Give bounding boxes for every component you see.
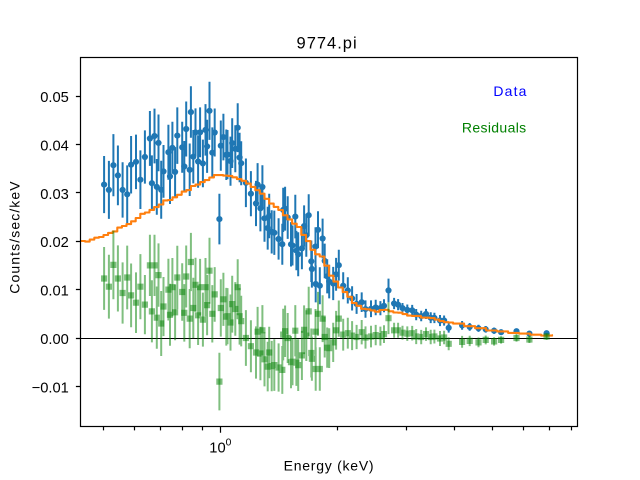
svg-text:Counts/sec/keV: Counts/sec/keV (7, 180, 23, 293)
svg-text:9774.pi: 9774.pi (297, 35, 358, 53)
svg-text:0.05: 0.05 (40, 90, 69, 106)
svg-text:0.01: 0.01 (40, 284, 69, 300)
svg-text:Residuals: Residuals (462, 119, 527, 135)
svg-text:Energy (keV): Energy (keV) (284, 458, 375, 474)
svg-text:0.04: 0.04 (40, 138, 69, 154)
svg-text:−0.01: −0.01 (32, 380, 69, 396)
svg-text:0.00: 0.00 (40, 332, 69, 348)
svg-text:0.03: 0.03 (40, 187, 69, 203)
svg-text:0.02: 0.02 (40, 235, 69, 251)
svg-text:Data: Data (493, 83, 527, 99)
